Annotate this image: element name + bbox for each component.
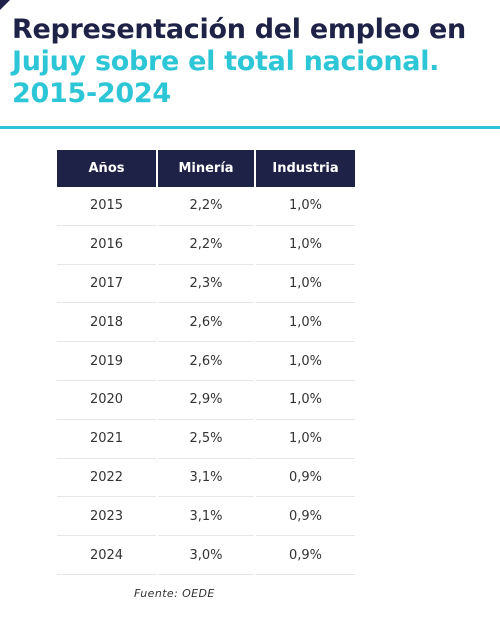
mining-cell: 3,1% <box>157 496 256 537</box>
mining-cell: 3,0% <box>157 535 256 575</box>
year-cell: 2020 <box>57 380 158 420</box>
mining-cell: 2,5% <box>157 419 256 459</box>
header-cell-industry: Industria <box>255 150 355 187</box>
industry-cell: 0,9% <box>255 535 355 575</box>
title-line-2: Jujuy sobre el total nacional. <box>12 46 440 77</box>
mining-cell: 2,9% <box>157 380 256 420</box>
table-body: 2015 2,2% 1,0% 2016 2,2% 1,0% 2017 2,3% … <box>57 187 355 575</box>
industry-cell: 1,0% <box>255 341 355 381</box>
mining-cell: 3,1% <box>157 458 256 498</box>
year-cell: 2019 <box>57 341 158 381</box>
page-title: Representación del empleo en Jujuy sobre… <box>12 14 466 110</box>
industry-cell: 1,0% <box>255 264 355 304</box>
industry-cell: 1,0% <box>255 302 355 343</box>
title-underline <box>0 126 500 129</box>
year-cell: 2016 <box>57 225 158 265</box>
mining-cell: 2,2% <box>157 225 256 265</box>
header-row: Años Minería Industria <box>57 150 355 187</box>
industry-cell: 0,9% <box>255 496 355 537</box>
table-row: 2015 2,2% 1,0% <box>57 187 355 226</box>
mining-cell: 2,6% <box>157 341 256 381</box>
source-note: Fuente: OEDE <box>134 587 215 600</box>
year-cell: 2017 <box>57 264 158 304</box>
table-row: 2016 2,2% 1,0% <box>57 225 355 265</box>
table-row: 2024 3,0% 0,9% <box>57 535 355 575</box>
title-line-3: 2015-2024 <box>12 78 171 109</box>
table-row: 2022 3,1% 0,9% <box>57 458 355 498</box>
industry-cell: 1,0% <box>255 225 355 265</box>
year-cell: 2024 <box>57 535 158 575</box>
industry-cell: 1,0% <box>255 380 355 420</box>
industry-cell: 1,0% <box>255 419 355 459</box>
year-cell: 2018 <box>57 302 158 343</box>
year-cell: 2023 <box>57 496 158 537</box>
year-cell: 2015 <box>57 187 158 226</box>
table-header: Años Minería Industria <box>57 150 355 187</box>
year-cell: 2021 <box>57 419 158 459</box>
header-cell-mining: Minería <box>157 150 256 187</box>
table-row: 2020 2,9% 1,0% <box>57 380 355 420</box>
mining-cell: 2,3% <box>157 264 256 304</box>
table-row: 2019 2,6% 1,0% <box>57 341 355 381</box>
table-row: 2021 2,5% 1,0% <box>57 419 355 459</box>
industry-cell: 0,9% <box>255 458 355 498</box>
title-line-1: Representación del empleo en <box>12 14 466 45</box>
mining-cell: 2,6% <box>157 302 256 343</box>
header-cell-years: Años <box>57 150 158 187</box>
employment-table: Años Minería Industria 2015 2,2% 1,0% 20… <box>57 150 355 575</box>
table-row: 2017 2,3% 1,0% <box>57 264 355 304</box>
industry-cell: 1,0% <box>255 187 355 226</box>
mining-cell: 2,2% <box>157 187 256 226</box>
corner-decoration <box>0 0 10 10</box>
table-row: 2018 2,6% 1,0% <box>57 302 355 343</box>
table-row: 2023 3,1% 0,9% <box>57 496 355 537</box>
year-cell: 2022 <box>57 458 158 498</box>
